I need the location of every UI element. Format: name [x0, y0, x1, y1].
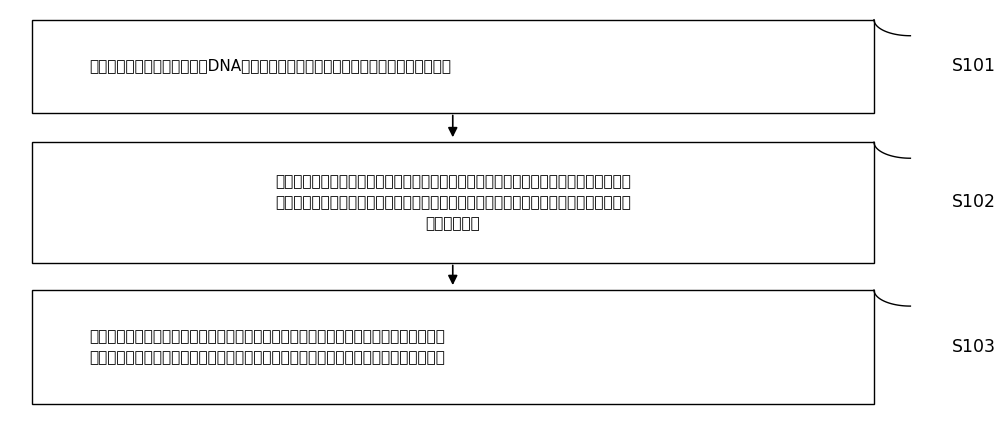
FancyBboxPatch shape: [32, 20, 874, 113]
Text: 获取训练样本的每个位点背景突变频率的置信范围，该置信范围是通过对每一例训练样本
中的所有三碘基突变频率和位点突变频率进行学习建模，并使用原地更新的列表对模型进
: 获取训练样本的每个位点背景突变频率的置信范围，该置信范围是通过对每一例训练样本 …: [275, 174, 631, 231]
Text: 获取测试样本的血液循环肿瘇DNA各位点的突变数据，上述突变数据包括位点突变频率: 获取测试样本的血液循环肿瘇DNA各位点的突变数据，上述突变数据包括位点突变频率: [89, 59, 451, 74]
Text: 对上述测试样本的各位点的位点突变频率和模型中每个位点的背景突变频率的置信范围进
行比较，输出测试样本的位点突变频率未在上述置信范围内的单核苷酸变异作为检测结果: 对上述测试样本的各位点的位点突变频率和模型中每个位点的背景突变频率的置信范围进 …: [89, 329, 445, 365]
Text: S102: S102: [952, 193, 996, 211]
Text: S103: S103: [952, 338, 996, 356]
FancyBboxPatch shape: [32, 290, 874, 404]
Text: S101: S101: [952, 57, 996, 75]
FancyBboxPatch shape: [32, 142, 874, 263]
